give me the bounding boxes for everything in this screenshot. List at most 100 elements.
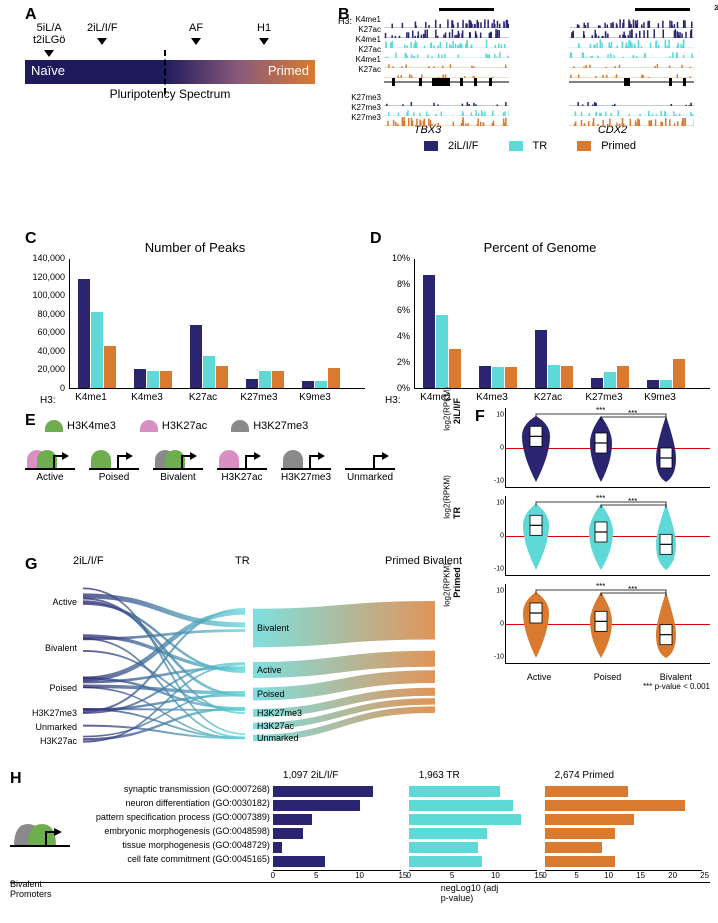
bar [272, 371, 284, 388]
x-label: Poised [573, 672, 641, 682]
bivalent-promoter-label: Bivalent Promoters [10, 879, 85, 899]
spectrum-bar: Naïve Primed [25, 60, 315, 84]
chromatin-state: H3K27me3 [281, 442, 331, 483]
chromatin-state: Bivalent [153, 442, 203, 483]
go-term-label: synaptic transmission (GO:0007268) [88, 784, 273, 798]
svg-text:***: *** [596, 494, 605, 503]
chromatin-state: H3K27ac [217, 442, 267, 483]
x-axis-label: negLog10 (adj p-value) [441, 883, 505, 903]
svg-text:***: *** [596, 582, 605, 591]
panel-d-h3-label: H3: [385, 395, 401, 406]
spectrum-arrow: 2iL/I/F [87, 22, 118, 46]
x-label: K27ac [520, 392, 576, 403]
x-label: K9me3 [632, 392, 688, 403]
bar [604, 372, 616, 388]
svg-text:Active: Active [257, 665, 282, 675]
panel-b-legend: 2iL/I/F TR Primed [340, 140, 710, 152]
panel-c-title: Number of Peaks [25, 240, 365, 255]
panel-b: K4me1K27acK4me1K27acK4me1K27acK27me3K27m… [340, 8, 710, 152]
bar [147, 371, 159, 388]
svg-text:***: *** [596, 406, 605, 415]
svg-text:Bivalent: Bivalent [45, 643, 78, 653]
genome-region: 201301CDX2 [525, 8, 700, 136]
svg-text:H3K27ac: H3K27ac [257, 721, 295, 731]
bar [545, 842, 603, 853]
bar [409, 828, 487, 839]
bar [78, 279, 90, 388]
legend-item: H3K27ac [140, 420, 207, 432]
bivalent-promoter-icon: Bivalent Promoters [10, 818, 85, 899]
bar [273, 842, 282, 853]
svg-text:Poised: Poised [49, 683, 77, 693]
violin-plot: 100-10****** [505, 408, 710, 488]
panel-h: Bivalent Promoters synaptic transmission… [10, 770, 710, 882]
bar [273, 856, 325, 867]
spectrum-arrow: H1 [257, 22, 271, 46]
svg-text:***: *** [628, 585, 637, 594]
bar [302, 381, 314, 388]
y-tick: 120,000 [32, 272, 65, 282]
spectrum-arrow: 5iL/At2iLGö [33, 22, 65, 58]
legend-item: TR [499, 140, 548, 152]
legend-item: 2iL/I/F [414, 140, 479, 152]
svg-text:Unmarked: Unmarked [257, 733, 299, 743]
chromatin-state: Unmarked [345, 442, 395, 483]
y-tick: 140,000 [32, 253, 65, 263]
bar [545, 814, 635, 825]
spectrum-caption: Pluripotency Spectrum [25, 87, 315, 101]
panel-a: 5iL/At2iLGö 2iL/I/F AF H1 Naïve Primed Plur… [25, 22, 315, 101]
bar [104, 346, 116, 388]
x-label: K9me3 [287, 392, 343, 403]
svg-text:H3K27me3: H3K27me3 [32, 708, 77, 718]
panel-c: Number of Peaks 140,000120,000100,00080,… [25, 240, 365, 403]
panel-h-divider [10, 882, 710, 883]
go-term-label: embryonic morphogenesis (GO:0048598) [88, 826, 273, 840]
svg-text:H3K27ac: H3K27ac [40, 736, 78, 746]
spectrum-naive: Naïve [25, 60, 164, 84]
bar [409, 856, 483, 867]
bar [545, 856, 615, 867]
bar [647, 380, 659, 388]
bar [545, 786, 628, 797]
x-label: Bivalent [642, 672, 710, 682]
h3-label: H3: [338, 16, 352, 26]
bar [660, 380, 672, 388]
bar [436, 315, 448, 388]
bar [273, 828, 303, 839]
bar [535, 330, 547, 389]
bar [246, 379, 258, 388]
panel-d-title: Percent of Genome [370, 240, 710, 255]
go-term-label: neuron differentiation (GO:0030182) [88, 798, 273, 812]
bar [273, 786, 373, 797]
legend-item: Primed [567, 140, 636, 152]
y-tick: 10% [392, 253, 410, 263]
svg-text:2iL/I/F: 2iL/I/F [73, 555, 104, 567]
x-label: K27me3 [231, 392, 287, 403]
bar [591, 378, 603, 388]
legend-item: H3K4me3 [45, 420, 116, 432]
go-enrichment-chart: 2,674 Primed0510152025 [545, 784, 702, 882]
chromatin-state: Poised [89, 442, 139, 483]
svg-text:***: *** [628, 409, 637, 418]
bar [409, 800, 513, 811]
go-enrichment-chart: 1,097 2iL/I/F051015 [273, 784, 401, 882]
bar [328, 368, 340, 388]
legend-item: H3K27me3 [231, 420, 308, 432]
bar [545, 828, 615, 839]
svg-text:Active: Active [52, 597, 77, 607]
go-term-label: tissue morphogenesis (GO:0048729) [88, 840, 273, 854]
svg-text:Primed Bivalent: Primed Bivalent [385, 555, 462, 567]
bar [203, 356, 215, 388]
y-tick: 8% [397, 279, 410, 289]
svg-text:TR: TR [235, 555, 250, 567]
go-term-label: cell fate commitment (GO:0045165) [88, 854, 273, 868]
bar [134, 369, 146, 388]
x-label: K27me3 [576, 392, 632, 403]
svg-text:Poised: Poised [257, 689, 285, 699]
spectrum-arrow: AF [189, 22, 203, 46]
y-tick: 100,000 [32, 290, 65, 300]
bar [91, 312, 103, 388]
x-label: K4me1 [63, 392, 119, 403]
bar [409, 786, 500, 797]
bar [259, 371, 271, 388]
